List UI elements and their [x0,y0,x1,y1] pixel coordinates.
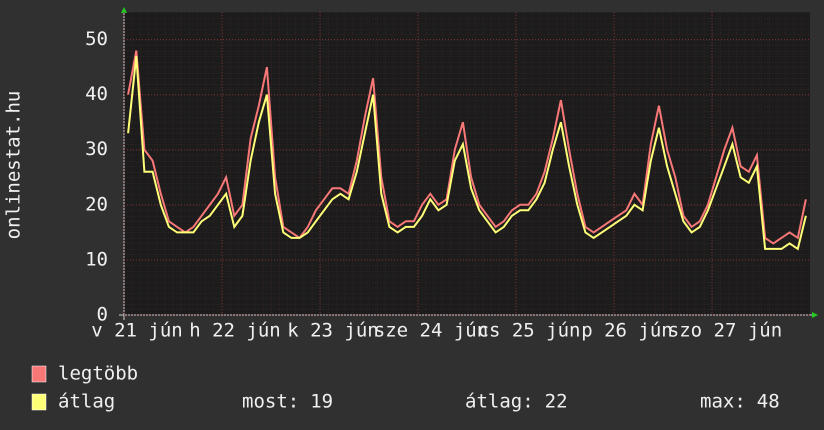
stat-label: most: [242,391,299,413]
series-line [127,50,807,245]
x-tick-label: h 22 jún [189,320,281,342]
axis-arrow [121,7,127,13]
stat-value: 22 [545,391,568,413]
y-tick-label: 10 [85,248,108,270]
legend: legtöbb átlag most: 19 átlag: 22 max: 48 [31,363,780,413]
stat-label: max: [700,391,746,413]
y-tick-label: 0 [97,304,108,326]
stat-value: 48 [757,391,780,413]
stat-label: átlag: [465,391,534,413]
x-tick-label: szo 27 jún [668,320,782,342]
legend-label: átlag [58,391,115,413]
y-tick-label: 20 [85,193,108,215]
legend-swatch [31,365,47,383]
stat-value: 19 [310,391,333,413]
y-axis-label: onlinestat.hu [3,91,25,240]
x-tick-label: k 23 jún [287,320,379,342]
x-tick-label: p 26 jún [581,320,673,342]
y-tick-label: 40 [85,83,108,105]
series-line [127,55,807,251]
x-tick-label: sze 24 jún [374,320,488,342]
y-tick-label: 50 [85,28,108,50]
legend-swatch [31,393,47,411]
x-tick-label: cs 25 jún [478,320,581,342]
legend-label: legtöbb [58,363,138,385]
x-tick-label: v 21 jún [91,320,183,342]
y-tick-label: 30 [85,138,108,160]
axis-arrow [812,312,818,318]
